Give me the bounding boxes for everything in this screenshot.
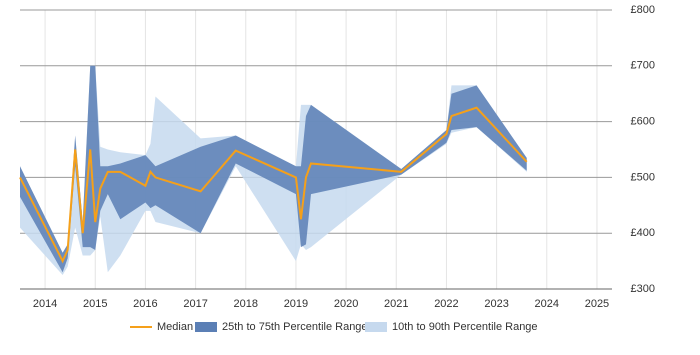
legend-label: 10th to 90th Percentile Range: [392, 321, 538, 333]
x-tick-label: 2023: [484, 298, 508, 310]
percentile-band: [20, 65, 527, 273]
legend-label: 25th to 75th Percentile Range: [222, 321, 368, 333]
y-tick-label: £800: [631, 4, 655, 16]
x-tick-label: 2018: [234, 298, 258, 310]
x-tick-label: 2020: [334, 298, 358, 310]
x-tick-label: 2025: [585, 298, 609, 310]
y-tick-label: £600: [631, 116, 655, 128]
legend-label: Median: [157, 321, 193, 333]
x-tick-label: 2015: [83, 298, 107, 310]
x-tick-label: 2021: [384, 298, 408, 310]
y-tick-label: £700: [631, 60, 655, 72]
median-line: [19, 106, 528, 264]
x-tick-label: 2024: [535, 298, 559, 310]
legend-swatch: [195, 322, 217, 332]
y-tick-label: £400: [631, 227, 655, 239]
x-tick-label: 2017: [183, 298, 207, 310]
x-tick-label: 2022: [434, 298, 458, 310]
y-tick-label: £300: [631, 283, 655, 295]
x-tick-label: 2016: [133, 298, 157, 310]
x-tick-label: 2014: [33, 298, 57, 310]
y-tick-label: £500: [631, 171, 655, 183]
legend-swatch: [365, 322, 387, 332]
x-tick-label: 2019: [284, 298, 308, 310]
